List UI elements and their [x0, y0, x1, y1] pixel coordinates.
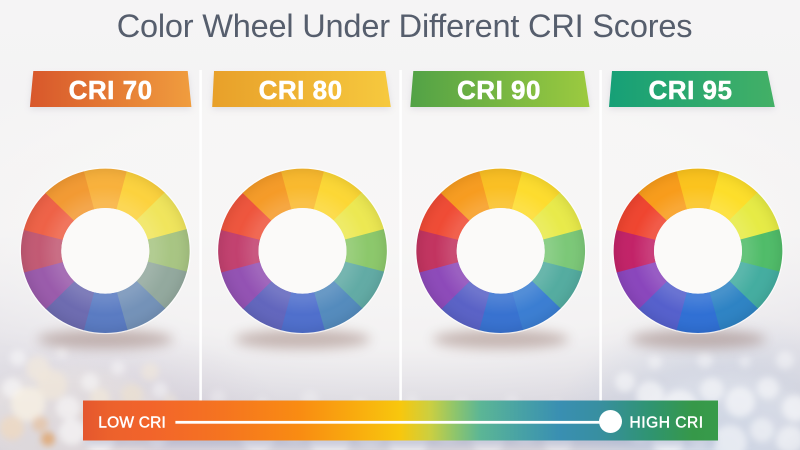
svg-text:CRI 70: CRI 70 [69, 75, 153, 105]
svg-text:Color Wheel Under Different CR: Color Wheel Under Different CRI Scores [117, 8, 693, 44]
svg-text:HIGH CRI: HIGH CRI [630, 414, 704, 431]
svg-text:LOW CRI: LOW CRI [98, 414, 166, 431]
svg-text:CRI 80: CRI 80 [259, 75, 343, 105]
svg-text:CRI 90: CRI 90 [457, 75, 541, 105]
svg-text:CRI 95: CRI 95 [649, 75, 733, 105]
